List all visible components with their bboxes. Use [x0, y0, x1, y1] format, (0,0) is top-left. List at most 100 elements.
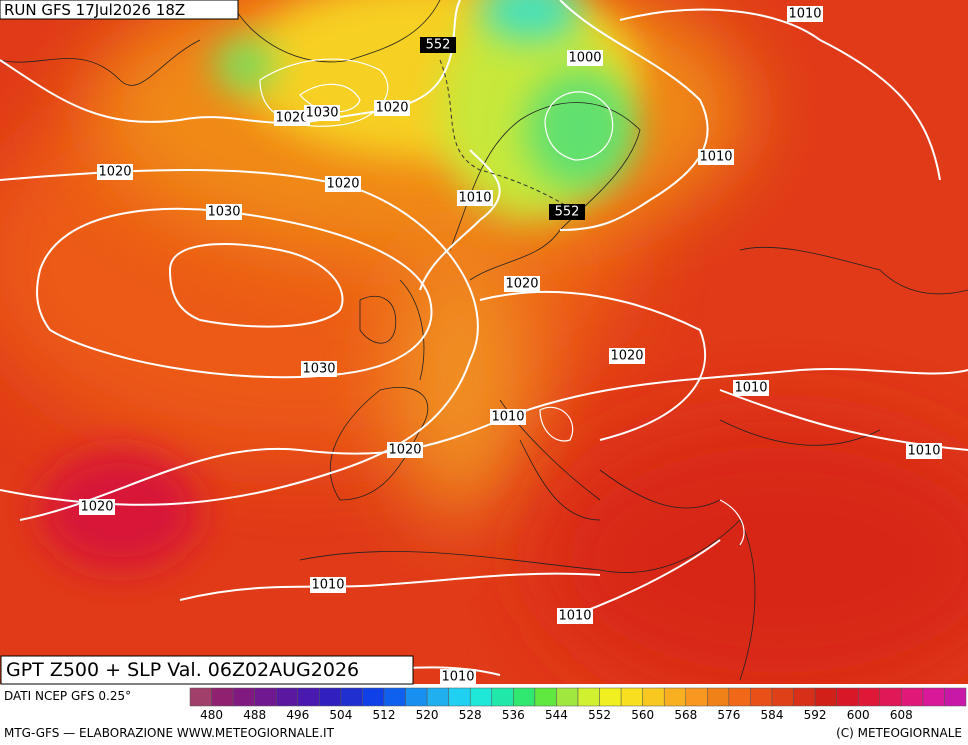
colorbar-label: 520	[416, 708, 439, 722]
colorbar-label: 528	[459, 708, 482, 722]
contour-label: 1020	[610, 349, 643, 364]
contour-label: 1020	[98, 165, 131, 180]
contour-label: 1010	[441, 670, 474, 685]
contour-label: 1030	[302, 362, 335, 377]
colorbar-label: 560	[631, 708, 654, 722]
colorbar-swatch	[383, 687, 406, 707]
colorbar-swatch	[836, 687, 859, 707]
contour-label-box	[304, 105, 340, 121]
contour-label: 1010	[788, 7, 821, 22]
credit-label: MTG-GFS — ELABORAZIONE WWW.METEOGIORNALE…	[4, 726, 335, 740]
contour-label: 1020	[388, 443, 421, 458]
colorbar-swatch	[901, 687, 924, 707]
contour-label-box	[906, 443, 942, 459]
contour-label-box	[457, 190, 493, 206]
contour-label-box	[374, 100, 410, 116]
contour-label-box	[733, 380, 769, 396]
colorbar-swatch	[577, 687, 600, 707]
contour-label-box	[557, 608, 593, 624]
colorbar-swatch	[448, 687, 471, 707]
title-box	[0, 655, 414, 685]
colorbar-label: 496	[286, 708, 309, 722]
colorbar-swatch	[513, 687, 536, 707]
colorbar-swatch	[879, 687, 902, 707]
run-box	[0, 0, 239, 20]
colorbar-label: 592	[804, 708, 827, 722]
colorbar-label: 512	[373, 708, 396, 722]
contour-label-box	[787, 6, 823, 22]
colorbar-swatch	[211, 687, 234, 707]
colorbar-swatch	[189, 687, 212, 707]
colorbar-swatch	[707, 687, 730, 707]
contour-label: 1020	[375, 101, 408, 116]
contour-label: 1010	[907, 444, 940, 459]
contour-label: 552	[426, 38, 451, 53]
colorbar-label: 536	[502, 708, 525, 722]
contour-label: 1000	[568, 51, 601, 66]
colorbar-label: 568	[674, 708, 697, 722]
colorbar-swatch	[362, 687, 385, 707]
colorbar-label: 584	[761, 708, 784, 722]
contour-label-box	[325, 176, 361, 192]
colorbar-swatch	[254, 687, 277, 707]
colorbar-swatch	[814, 687, 837, 707]
contour-label-box	[440, 669, 476, 685]
contour-label-box	[609, 348, 645, 364]
contour-label: 1020	[326, 177, 359, 192]
contour-label-box	[420, 37, 456, 53]
colorbar-swatch	[793, 687, 816, 707]
map-field	[0, 0, 968, 684]
colorbar-swatch	[685, 687, 708, 707]
colorbar: 480 488 496 504 512 520 528 536 544 552 560 568 576 5…	[189, 687, 967, 722]
contour-label-box	[567, 50, 603, 66]
colorbar-swatch	[534, 687, 557, 707]
colorbar-label: 552	[588, 708, 611, 722]
contour-label: 1010	[491, 410, 524, 425]
contour-label: 1020	[275, 111, 308, 126]
colorbar-swatch	[297, 687, 320, 707]
colorbar-swatch	[340, 687, 363, 707]
colorbar-swatch	[728, 687, 751, 707]
colorbar-swatch	[944, 687, 967, 707]
colorbar-label: 600	[847, 708, 870, 722]
contour-label: 1010	[458, 191, 491, 206]
contour-label: 1010	[699, 150, 732, 165]
map-title: GPT Z500 + SLP Val. 06Z02AUG2026	[6, 659, 359, 681]
contour-label-box	[387, 442, 423, 458]
copyright-label: (C) METEOGIORNALE	[836, 726, 962, 740]
colorbar-swatch	[620, 687, 643, 707]
contour-label-box	[79, 499, 115, 515]
colorbar-label: 480	[200, 708, 223, 722]
colorbar-swatch	[922, 687, 945, 707]
source-label: DATI NCEP GFS 0.25°	[4, 689, 131, 703]
colorbar-swatch	[469, 687, 493, 707]
colorbar-swatch	[599, 687, 622, 707]
contour-label-box	[97, 164, 133, 180]
colorbar-swatch	[426, 687, 449, 707]
colorbar-label: 504	[329, 708, 352, 722]
colorbar-swatch	[857, 687, 881, 707]
colorbar-swatch	[275, 687, 299, 707]
colorbar-swatch	[556, 687, 579, 707]
colorbar-label: 544	[545, 708, 568, 722]
contour-label: 1020	[505, 277, 538, 292]
contour-label-box	[549, 204, 585, 220]
contour-label: 1010	[311, 578, 344, 593]
colorbar-swatch	[750, 687, 773, 707]
colorbar-swatch	[642, 687, 665, 707]
contour-label-box	[504, 276, 540, 292]
contour-label-box	[206, 204, 242, 220]
contour-label: 1030	[207, 205, 240, 220]
colorbar-swatch	[319, 687, 342, 707]
contour-label: 1030	[305, 106, 338, 121]
contour-label: 1010	[558, 609, 591, 624]
contour-label: 1010	[734, 381, 767, 396]
contour-label-box	[274, 110, 310, 126]
colorbar-swatch	[405, 687, 428, 707]
colorbar-label: 576	[717, 708, 740, 722]
colorbar-swatch	[232, 687, 255, 707]
contour-label-box	[490, 409, 526, 425]
